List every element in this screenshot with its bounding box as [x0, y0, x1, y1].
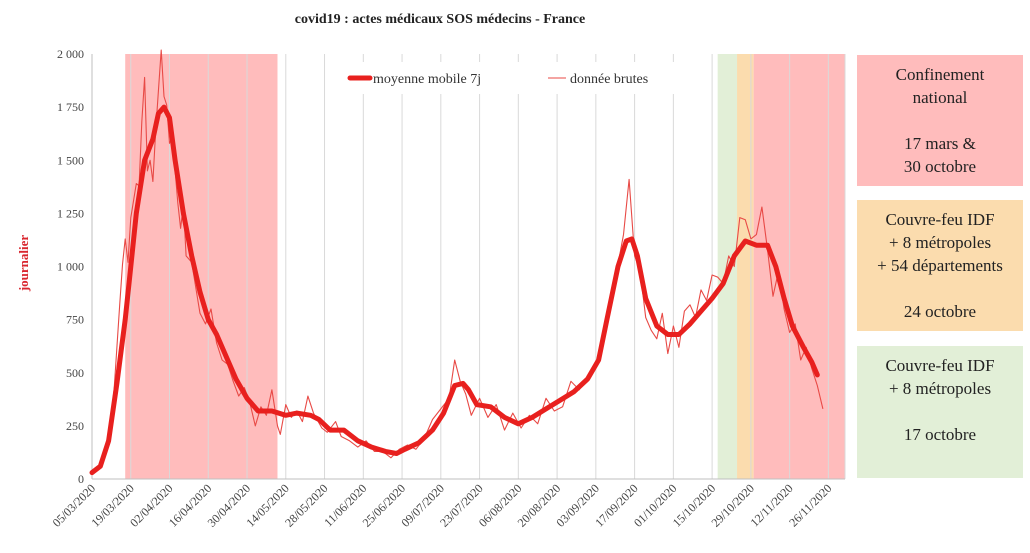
legend-label-moyenne: moyenne mobile 7j: [373, 72, 481, 87]
confinement-line2: national: [912, 88, 968, 107]
shaded-period-0: [125, 54, 278, 479]
series-line-donnee-brutes: [91, 49, 824, 476]
axes: [91, 54, 845, 480]
confinement-box: Confinement national 17 mars & 30 octobr…: [857, 55, 1023, 186]
moving-average-series: [89, 104, 820, 476]
y-tick-label: 750: [66, 313, 84, 327]
y-tick-label: 2 000: [57, 47, 84, 61]
chart-plot: 0 250 500 750 1 000 1 250 1 500 1 750 2 000 05/0…: [50, 47, 846, 530]
chart-title: covid19 : actes médicaux SOS médecins - …: [294, 12, 586, 27]
couvre-feu-8-line1: Couvre-feu IDF: [885, 356, 995, 375]
shaded-period-3: [753, 54, 845, 479]
series-line-moyenne-mobile: [89, 104, 820, 476]
legend-label-brutes: donnée brutes: [570, 72, 648, 87]
raw-data-series: [91, 49, 824, 476]
legend: moyenne mobile 7j donnée brutes: [326, 62, 676, 94]
x-tick-label: 26/11/2020: [786, 481, 834, 529]
shaded-period-2: [737, 54, 754, 479]
confinement-line3: 17 mars &: [904, 134, 976, 153]
x-tick-labels: 05/03/202019/03/202002/04/202016/04/2020…: [50, 481, 835, 530]
confinement-line4: 30 octobre: [903, 157, 977, 176]
couvre-feu-54-box: Couvre-feu IDF + 8 métropoles + 54 dépar…: [857, 200, 1023, 331]
couvre-feu-54-line3: + 54 départements: [877, 256, 1003, 275]
couvre-feu-54-line4: 24 octobre: [903, 302, 977, 321]
couvre-feu-54-line2: + 8 métropoles: [888, 233, 992, 252]
y-tick-label: 1 250: [57, 206, 84, 220]
y-tick-labels: 0 250 500 750 1 000 1 250 1 500 1 750 2 000: [57, 47, 84, 486]
shaded-periods: [125, 54, 845, 479]
y-tick-label: 1 500: [57, 153, 84, 167]
legend-background: [326, 62, 676, 94]
y-tick-label: 1 750: [57, 100, 84, 114]
y-tick-label: 250: [66, 419, 84, 433]
y-tick-label: 500: [66, 366, 84, 380]
couvre-feu-54-line1: Couvre-feu IDF: [885, 210, 995, 229]
couvre-feu-8-box: Couvre-feu IDF + 8 métropoles 17 octobre: [857, 346, 1023, 478]
confinement-line1: Confinement: [895, 65, 985, 84]
y-tick-label: 0: [78, 472, 84, 486]
couvre-feu-8-line3: 17 octobre: [903, 425, 977, 444]
couvre-feu-8-line2: + 8 métropoles: [888, 379, 992, 398]
y-tick-label: 1 000: [57, 260, 84, 274]
